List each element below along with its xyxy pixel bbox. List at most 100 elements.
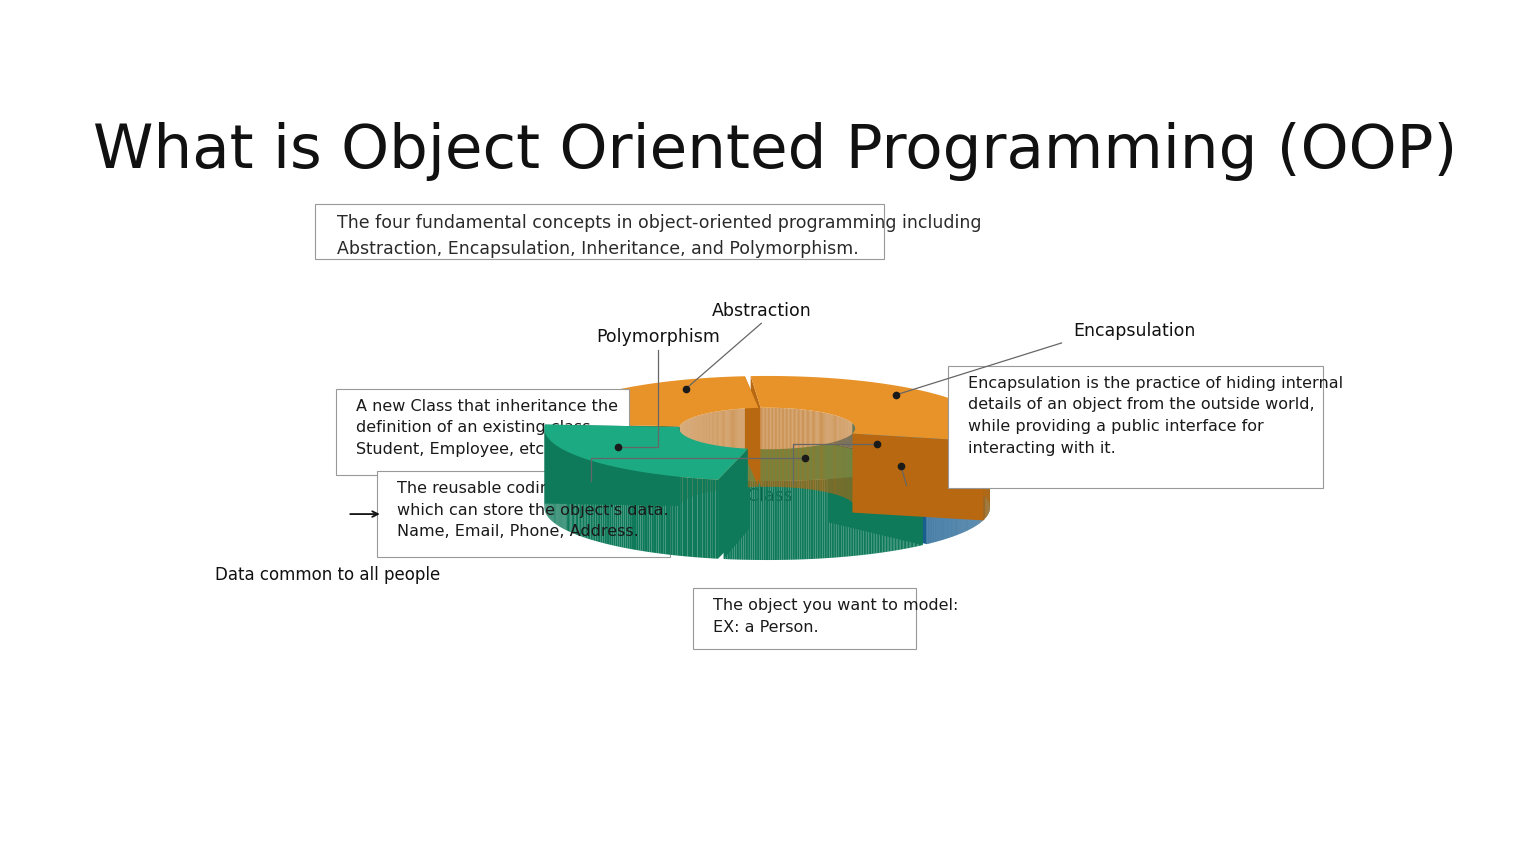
Polygon shape [661,475,663,554]
Polygon shape [882,473,884,552]
Text: The reusable coding structure
which can store the object's data.
Name, Email, Ph: The reusable coding structure which can … [396,481,669,540]
Polygon shape [837,478,838,557]
Polygon shape [843,478,846,557]
Polygon shape [652,474,654,552]
Polygon shape [841,478,843,557]
Polygon shape [593,462,596,541]
Polygon shape [871,475,873,554]
Polygon shape [697,479,701,557]
Polygon shape [667,475,670,555]
Polygon shape [629,470,632,549]
Polygon shape [545,425,747,480]
Text: Object: Object [878,489,935,507]
Polygon shape [608,465,610,545]
Polygon shape [784,481,785,560]
Polygon shape [638,471,640,551]
Polygon shape [654,474,657,553]
Polygon shape [850,477,852,557]
Polygon shape [881,474,882,552]
Polygon shape [645,473,648,551]
Polygon shape [673,476,675,556]
Polygon shape [694,478,697,557]
Polygon shape [855,476,856,556]
Polygon shape [873,475,875,554]
Polygon shape [685,477,687,557]
Polygon shape [862,476,864,555]
Polygon shape [885,473,887,552]
Polygon shape [822,480,823,558]
Polygon shape [657,474,658,553]
Polygon shape [870,475,871,554]
Polygon shape [678,476,679,556]
Polygon shape [663,475,666,554]
Polygon shape [749,481,750,560]
Polygon shape [675,476,678,556]
Polygon shape [852,416,990,439]
Polygon shape [761,481,764,560]
FancyBboxPatch shape [693,588,915,649]
Polygon shape [861,476,862,555]
Polygon shape [849,477,850,557]
Polygon shape [589,460,590,540]
Polygon shape [782,481,784,560]
Polygon shape [823,480,825,558]
Polygon shape [599,463,601,542]
Polygon shape [856,476,858,556]
Polygon shape [840,478,841,557]
Polygon shape [545,425,679,506]
Polygon shape [778,481,779,560]
Polygon shape [808,480,811,559]
Polygon shape [734,481,737,559]
Polygon shape [788,481,790,560]
Polygon shape [747,481,749,560]
Polygon shape [679,477,682,556]
Polygon shape [649,473,652,552]
Polygon shape [726,481,728,559]
Polygon shape [853,433,985,519]
Polygon shape [625,469,628,548]
Polygon shape [732,481,734,559]
Polygon shape [785,481,787,560]
Polygon shape [741,481,743,560]
Text: Encapsulation: Encapsulation [1073,321,1195,339]
Text: Abstraction: Abstraction [711,302,811,320]
Polygon shape [752,481,755,560]
Polygon shape [852,416,983,503]
Polygon shape [614,467,616,546]
Text: Inheritance: Inheritance [492,478,592,496]
Polygon shape [766,481,767,560]
Polygon shape [825,479,826,558]
Polygon shape [587,459,589,539]
Polygon shape [796,481,797,559]
Polygon shape [682,477,685,557]
Polygon shape [755,481,756,560]
Polygon shape [805,481,806,559]
Polygon shape [708,479,710,558]
Polygon shape [693,478,694,557]
Polygon shape [756,481,758,560]
Polygon shape [812,480,814,559]
Polygon shape [666,475,667,555]
Polygon shape [744,376,758,486]
Polygon shape [602,464,604,543]
Text: The four fundamental concepts in object-oriented programming including
Abstracti: The four fundamental concepts in object-… [337,214,982,257]
Polygon shape [743,481,746,560]
Polygon shape [816,480,817,559]
Text: Polymorphism: Polymorphism [596,328,720,346]
Polygon shape [610,466,611,545]
Polygon shape [648,473,649,552]
Polygon shape [719,449,747,558]
Polygon shape [779,481,782,560]
Polygon shape [831,433,985,465]
Polygon shape [598,463,599,542]
Polygon shape [826,479,828,558]
Polygon shape [723,444,923,481]
FancyBboxPatch shape [315,204,885,259]
Polygon shape [819,480,822,558]
Polygon shape [803,481,805,559]
Polygon shape [864,475,865,555]
Polygon shape [616,467,617,546]
Polygon shape [710,480,713,558]
Polygon shape [868,475,870,554]
Polygon shape [852,433,983,521]
